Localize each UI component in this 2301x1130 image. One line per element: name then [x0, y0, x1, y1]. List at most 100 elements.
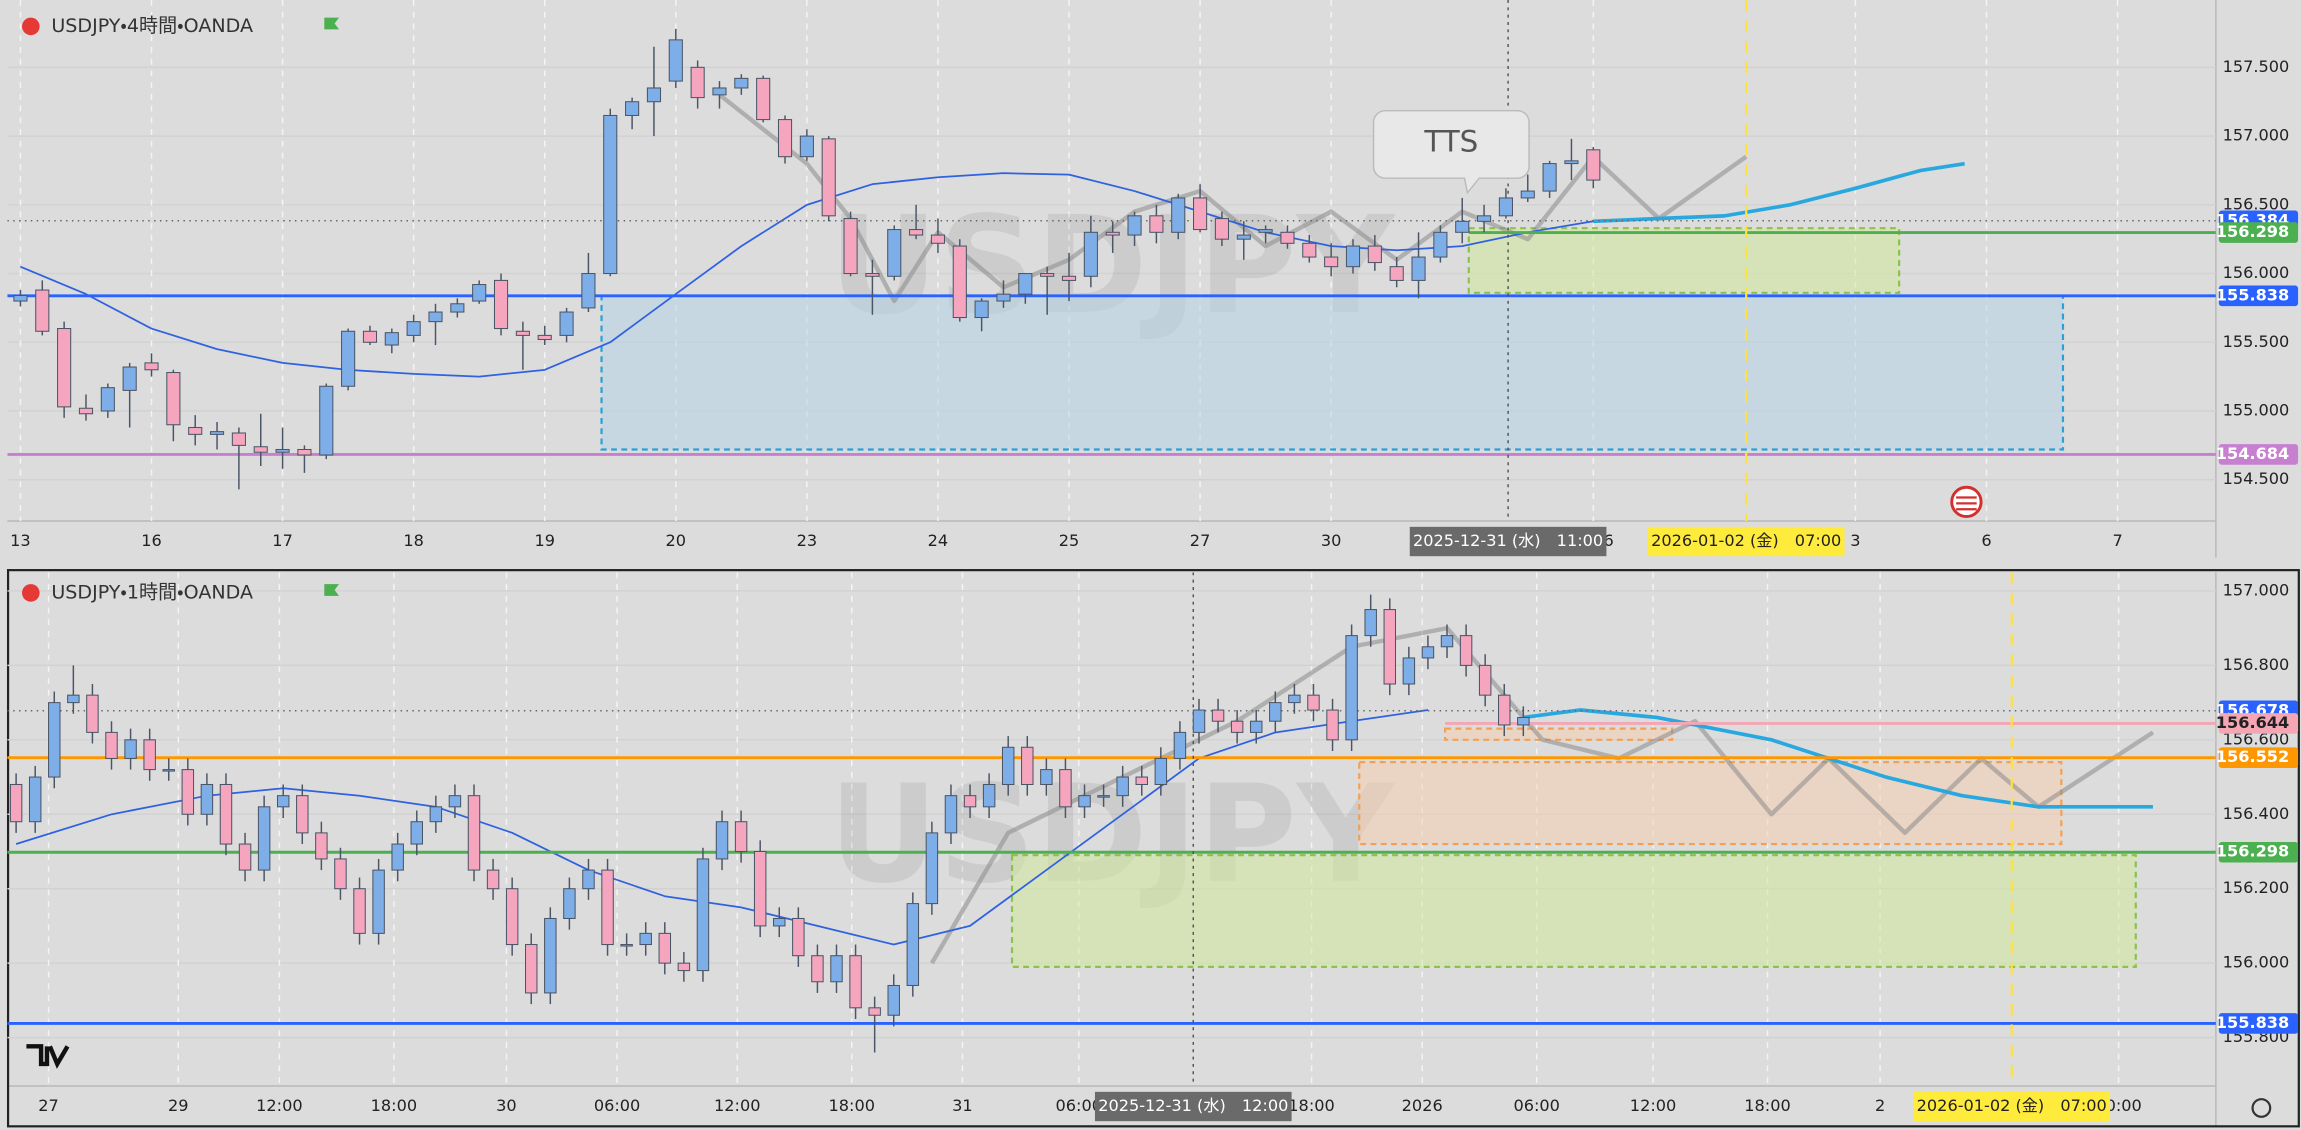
header-bottom: USDJPY・1時間・OANDA [22, 581, 339, 603]
candle-body [582, 869, 595, 890]
x-tick-label: 30 [1321, 531, 1342, 550]
price-tag [2218, 747, 2299, 768]
y-tick-label: 156.000 [2223, 953, 2290, 972]
candle-body [1280, 231, 1295, 244]
price-tag-label: 156.644 [2216, 713, 2289, 732]
x-tick-label: 30 [496, 1096, 517, 1115]
y-tick-label: 156.600 [2223, 729, 2290, 748]
candle-body [1302, 242, 1317, 258]
candle-body [429, 806, 443, 823]
candle-body [677, 962, 691, 972]
candle-body [1021, 746, 1034, 786]
candle-body [1192, 709, 1206, 733]
candle-body [668, 39, 683, 82]
crosshair-tag-label: 2025-12-31 (水) 12:00 [1098, 1096, 1288, 1115]
candle-body [334, 858, 347, 890]
candle-body [849, 955, 862, 1009]
candle-body [384, 332, 399, 346]
candle-body [537, 334, 552, 341]
candle-body [1097, 795, 1110, 798]
candle-body [1367, 245, 1382, 264]
candle-body [963, 795, 977, 808]
price-tag-label: 156.298 [2216, 222, 2289, 241]
candle-body [1389, 266, 1404, 281]
candle-body [925, 832, 939, 905]
candle-body [1135, 776, 1148, 786]
candle-body [625, 101, 640, 116]
x-tick-label: 18:00 [371, 1096, 417, 1115]
candle-body [974, 300, 989, 319]
marker-tag-label: 2026-01-02 (金) 07:00 [1917, 1096, 2107, 1115]
candle-body [67, 694, 80, 704]
candle-body [1061, 275, 1077, 281]
overlay: 154.500 155.000 155.500 156.000 156.500 157.0… [10, 57, 2299, 1122]
candle-body [620, 944, 633, 947]
logo [26, 1044, 70, 1069]
candle-body [100, 387, 115, 412]
candle-body [28, 776, 42, 823]
y-tick-label: 157.500 [2223, 57, 2290, 76]
candle-body [777, 119, 793, 158]
candle-body [1211, 709, 1225, 722]
candle-body [9, 783, 23, 823]
candle-body [887, 984, 900, 1016]
y-tick-label: 156.400 [2223, 804, 2290, 823]
x-tick-label: 06:00 [1513, 1096, 1559, 1115]
candle-body [1258, 229, 1273, 233]
candle-body [1230, 720, 1244, 733]
x-tick-label: 18:00 [829, 1096, 875, 1115]
y-tick-label: 157.000 [2223, 580, 2290, 599]
candle-body [712, 87, 727, 96]
candle-body [450, 303, 465, 313]
candle-body [944, 795, 958, 834]
candle-body [830, 955, 843, 983]
price-tag [2218, 713, 2299, 734]
x-tick-label: 18:00 [1288, 1096, 1334, 1115]
crosshair-tag [1409, 526, 1607, 557]
candle-body [1498, 197, 1513, 217]
price-tag-label: 155.838 [2216, 285, 2289, 304]
candle-body [122, 366, 137, 391]
candle-body [1564, 160, 1579, 165]
candle-body [1288, 694, 1301, 704]
candle-body [13, 295, 28, 302]
candle-body [448, 795, 462, 808]
candle-body [143, 739, 156, 771]
candle-body [1149, 215, 1164, 233]
candle-body [996, 293, 1011, 302]
candle-body [1193, 197, 1208, 231]
symbol-icon [22, 17, 40, 36]
settings-button[interactable] [2251, 1098, 2272, 1118]
x-tick-label: 18 [403, 531, 424, 550]
candle-body [1018, 273, 1033, 295]
candle-body [48, 702, 61, 778]
event-icon [1950, 485, 1983, 519]
zone [1467, 227, 1901, 294]
candle-body [1455, 220, 1470, 233]
candle-body [690, 66, 705, 99]
x-tick-label: 7 [2112, 531, 2122, 550]
candle-body [472, 284, 487, 302]
candle-body [811, 955, 824, 983]
candle-body [144, 362, 159, 371]
x-tick-label: 29 [168, 1096, 189, 1115]
candle-body [1326, 709, 1339, 741]
candle-body [1083, 231, 1098, 277]
candle-body [1433, 231, 1448, 258]
candle-body [1477, 215, 1492, 222]
chart-title: USDJPY・4時間・OANDA [51, 15, 253, 37]
price-tag [2218, 285, 2299, 307]
x-tick-label: 2026 [1402, 1096, 1443, 1115]
x-tick-label: 27 [38, 1096, 59, 1115]
candle-body [1001, 746, 1015, 786]
candle-body [601, 869, 614, 946]
candle-body [1040, 273, 1055, 277]
zone [1010, 854, 2137, 968]
candle-body [105, 731, 118, 759]
candle-body [799, 135, 814, 158]
candle-body [1154, 757, 1168, 786]
candle-body [391, 843, 404, 871]
crosshair-tag [1094, 1091, 1292, 1122]
candle-body [658, 932, 672, 964]
candle-body [865, 273, 880, 277]
